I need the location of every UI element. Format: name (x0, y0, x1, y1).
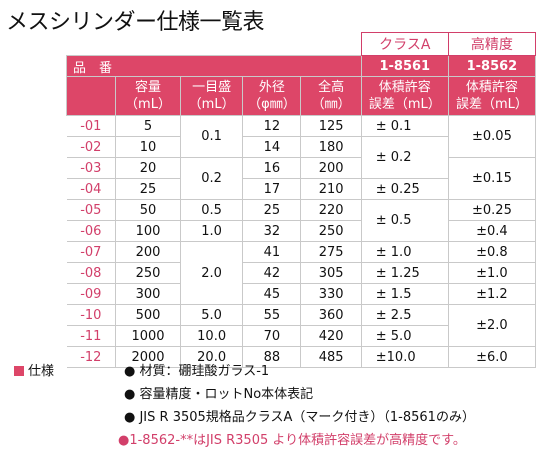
product-code-a: 1-8561 (360, 55, 449, 77)
table-row: -01 5 0.1 12 125 ± 0.1 ±0.05 (66, 115, 537, 158)
table-row: -07 200 2.0 41 275 ± 1.0 ±0.8 (66, 241, 537, 305)
spec-legend: 仕様 (14, 360, 54, 379)
high-precision-header: 高精度 (447, 32, 537, 56)
col-outer-diameter: 外径 （φ㎜） (242, 76, 302, 116)
hinban-label: 品 番 (66, 55, 362, 77)
col-capacity: 容量 （mL） (115, 76, 181, 116)
spec-list: ● 材質：硼珪酸ガラス-1 ● 容量精度・ロットNo本体表記 ● JIS R 3… (118, 360, 475, 452)
spec-table: クラスA 高精度 品 番 1-8561 1-8562 容量 （mL） 一目盛 （mL… (65, 32, 537, 368)
table-row: -12 2000 20.0 88 485 ±10.0 ±6.0 (66, 346, 537, 368)
col-tolerance-a: 体積許容 誤差（mL） (360, 76, 449, 116)
table-row: -05 50 0.5 25 220 ± 0.5 ±0.25 (66, 199, 537, 242)
table-row: -02 10 14 180 ± 0.2 (66, 136, 536, 179)
col-tolerance-h: 体積許容 誤差（mL） (447, 76, 537, 116)
page-title: メスシリンダー仕様一覧表 (6, 10, 265, 35)
spec-item: ● 容量精度・ロットNo本体表記 (124, 387, 314, 402)
table-row: -08 250 42 305 ± 1.25 ±1.0 (66, 262, 537, 284)
table-row: -06 100 1.0 32 250 ±0.4 (66, 220, 537, 242)
class-a-header: クラスA (360, 32, 449, 56)
spec-item: ● 材質：硼珪酸ガラス-1 (124, 364, 270, 379)
table-body: -01 5 0.1 12 125 ± 0.1 ±0.05 -02 10 14 1… (66, 115, 537, 368)
table-row: -03 20 0.2 16 200 ±0.15 (66, 157, 537, 200)
table-row: -04 25 17 210 ± 0.25 (66, 178, 536, 200)
table-row: -09 300 45 330 ± 1.5 ±1.2 (66, 283, 537, 305)
spec-note: ●1-8562-**はJIS R3505 より体積許容誤差が高精度です。 (118, 433, 466, 448)
table-row: -10 500 5.0 55 360 ± 2.5 ±2.0 (66, 304, 537, 347)
spec-item: ● JIS R 3505規格品クラスA（マーク付き）（1-8561のみ） (124, 410, 475, 425)
col-graduation: 一目盛 （mL） (179, 76, 244, 116)
product-code-h: 1-8562 (447, 55, 537, 77)
pink-square-icon (14, 366, 24, 376)
col-height: 全高 （㎜） (300, 76, 362, 116)
